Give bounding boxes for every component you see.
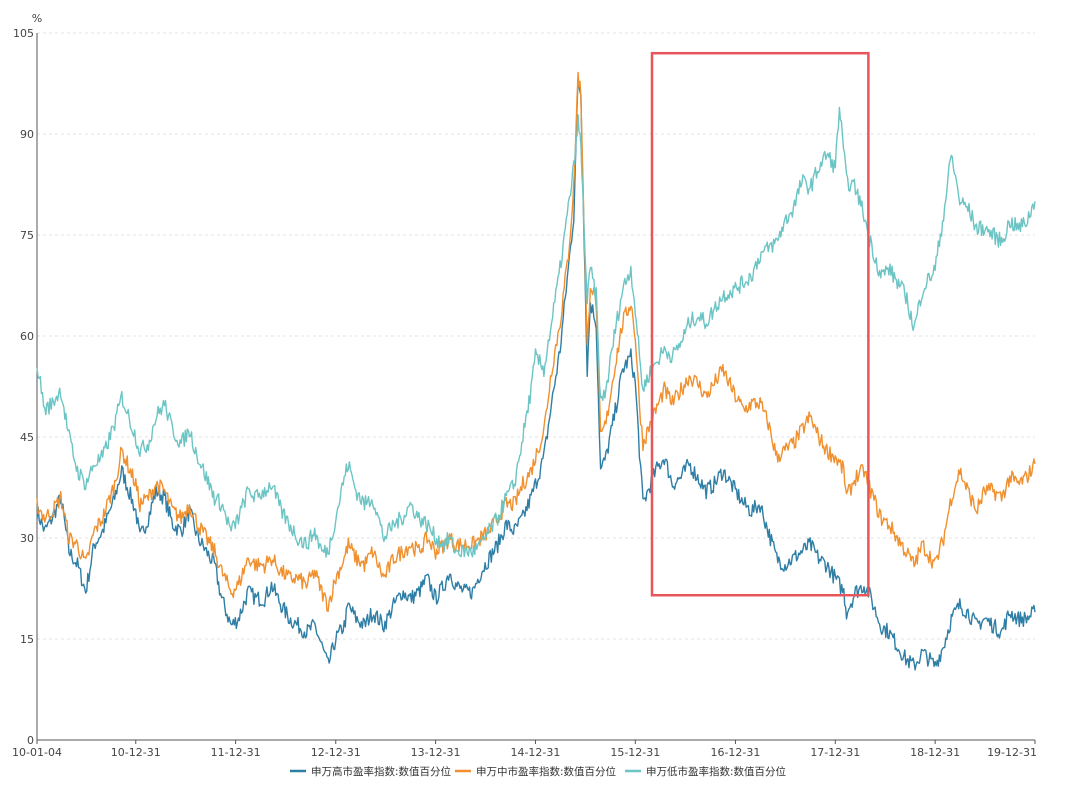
series-line-2	[36, 71, 1036, 612]
y-unit-label: %	[32, 12, 42, 25]
highlight-layer	[650, 51, 870, 597]
legend-label: 申万中市盈率指数:数值百分位	[476, 765, 617, 778]
x-tick-label: 16-12-31	[710, 746, 760, 759]
x-tick-label: 11-12-31	[211, 746, 261, 759]
y-tick-label: 90	[20, 128, 34, 141]
x-tick-label: 18-12-31	[910, 746, 960, 759]
x-tick-label: 14-12-31	[510, 746, 560, 759]
y-tick-label: 15	[20, 633, 34, 646]
x-tick-label: 12-12-31	[311, 746, 361, 759]
x-tick-label: 17-12-31	[810, 746, 860, 759]
x-tick-label: 10-01-04	[12, 746, 62, 759]
y-tick-label: 60	[20, 330, 34, 343]
y-tick-label: 75	[20, 229, 34, 242]
series-line-1	[36, 77, 1036, 671]
x-tick-label: 15-12-31	[610, 746, 660, 759]
x-tick-label: 19-12-31	[987, 746, 1037, 759]
legend-label: 申万高市盈率指数:数值百分位	[311, 765, 452, 778]
y-tick-label: 45	[20, 431, 34, 444]
legend: 申万高市盈率指数:数值百分位 申万中市盈率指数:数值百分位 申万低市盈率指数:数值百…	[290, 765, 787, 778]
series-layer	[36, 71, 1036, 671]
y-tick-label: 105	[13, 27, 34, 40]
y-tick-label: 0	[27, 734, 34, 747]
x-tick-label: 13-12-31	[411, 746, 461, 759]
axis-layer: 0 15 30 45 60 75 90 105 10-01-04 10-12-31 11-12-31…	[12, 27, 1037, 759]
legend-label: 申万低市盈率指数:数值百分位	[646, 765, 787, 778]
grid-layer	[37, 32, 1035, 640]
y-tick-label: 30	[20, 532, 34, 545]
highlight-box	[650, 51, 870, 597]
x-tick-label: 10-12-31	[111, 746, 161, 759]
series-line-3	[36, 106, 1036, 558]
